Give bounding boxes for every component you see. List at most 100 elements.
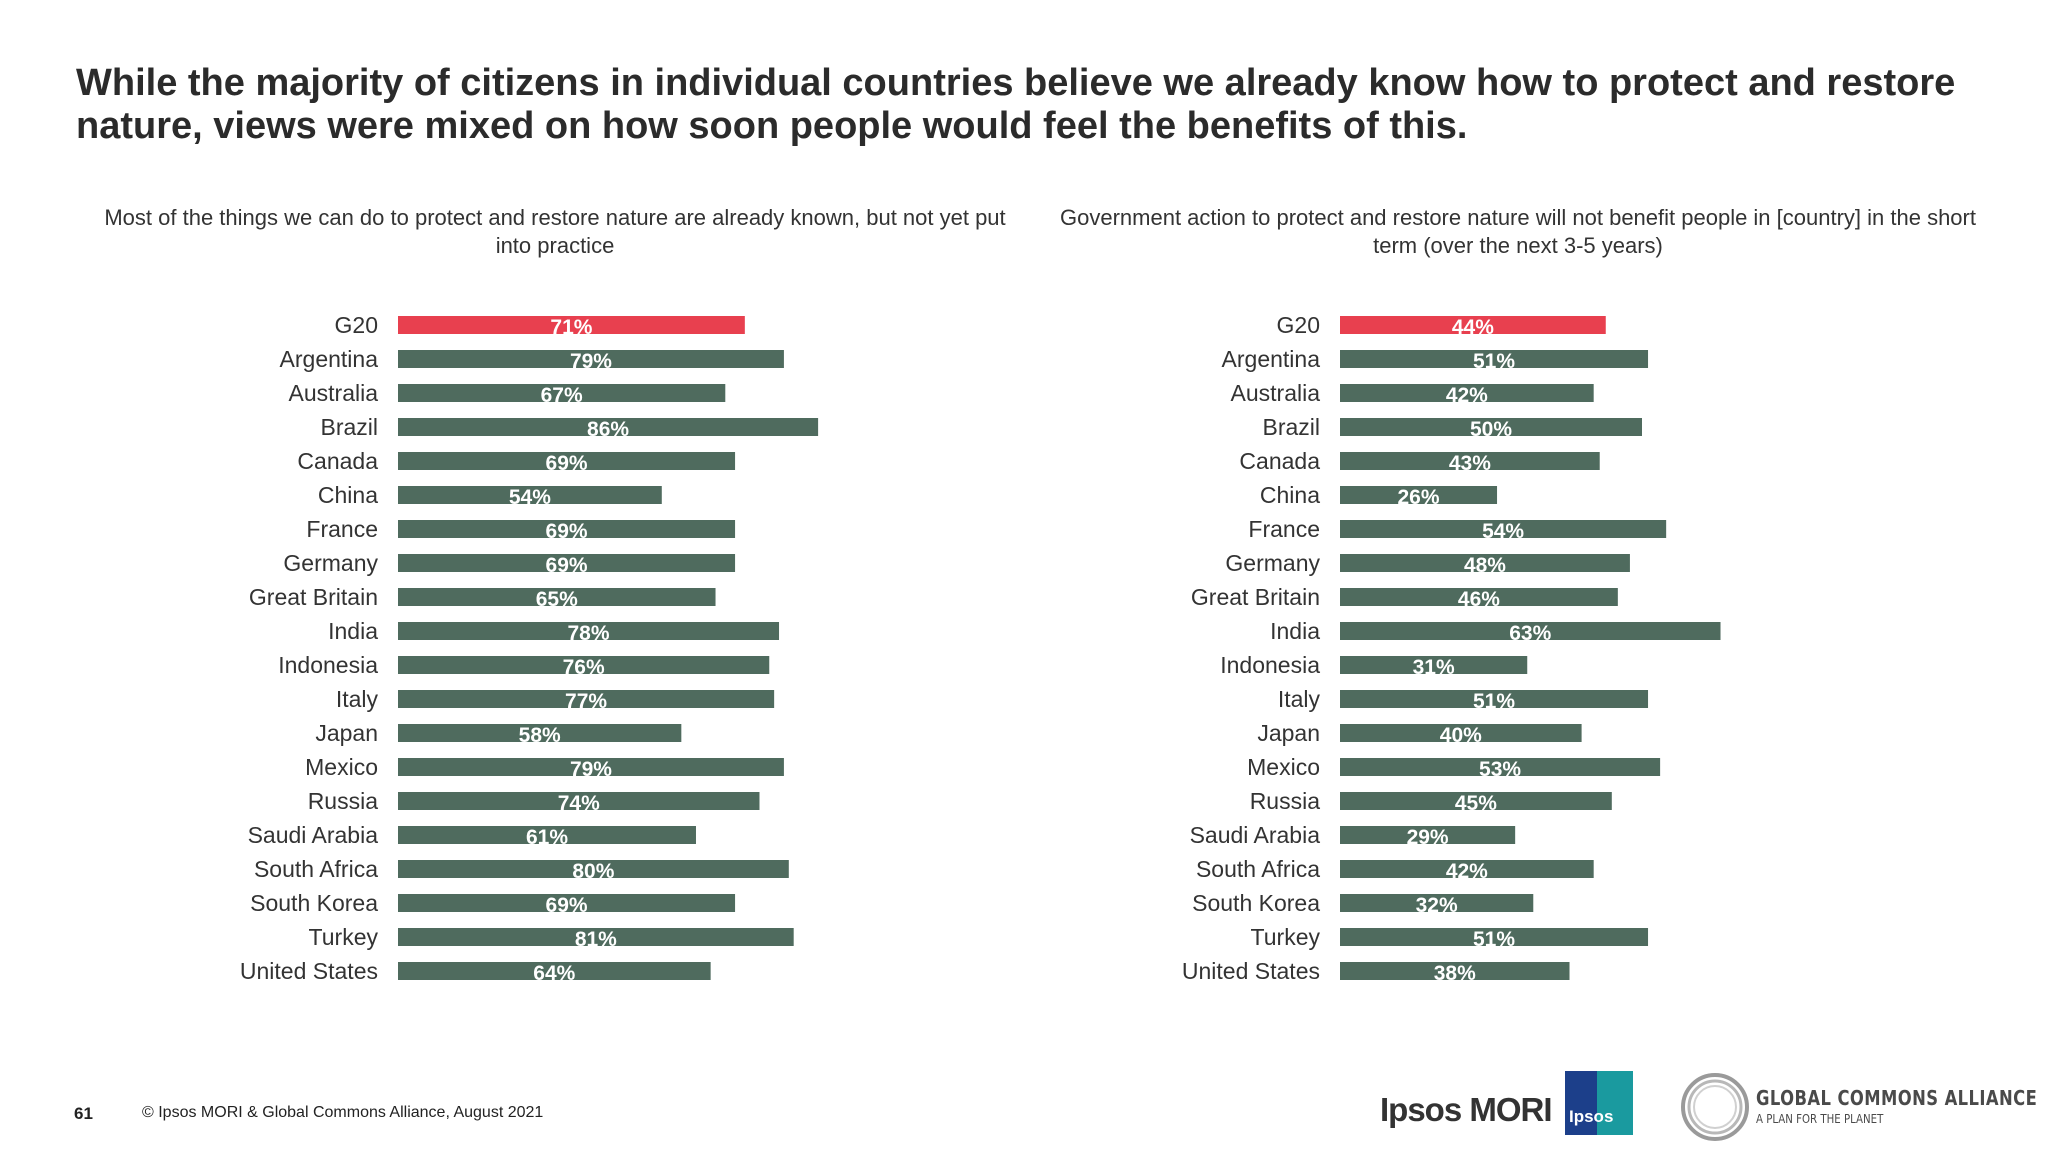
bar-value-label: 54% [509, 486, 551, 509]
bar-value-label: 42% [1446, 384, 1488, 407]
category-label: France [1248, 516, 1320, 542]
category-label: Turkey [309, 924, 379, 950]
bar-value-label: 51% [1473, 350, 1515, 373]
category-label: Brazil [320, 414, 378, 440]
category-label: Saudi Arabia [1190, 822, 1321, 848]
bar-value-label: 77% [565, 690, 607, 713]
bar [398, 962, 711, 980]
category-label: Russia [1250, 788, 1321, 814]
category-label: South Africa [254, 856, 378, 882]
category-label: United States [240, 958, 378, 984]
chart-right: Government action to protect and restore… [1030, 0, 2040, 1152]
category-label: Canada [297, 448, 378, 474]
bar [398, 928, 794, 946]
bar [1340, 792, 1612, 810]
category-label: Japan [1257, 720, 1320, 746]
bar-value-label: 51% [1473, 690, 1515, 713]
bar-value-label: 78% [567, 622, 609, 645]
bar-value-label: 44% [1452, 316, 1494, 339]
category-label: Italy [336, 686, 379, 712]
category-label: South Korea [1192, 890, 1320, 916]
category-label: Brazil [1262, 414, 1320, 440]
category-label: Canada [1239, 448, 1320, 474]
bar [398, 860, 789, 878]
category-label: Argentina [280, 346, 379, 372]
bar [1340, 690, 1649, 708]
bar [398, 622, 780, 640]
bar-value-label: 54% [1482, 520, 1524, 543]
bar [1340, 656, 1528, 674]
bar-highlight [398, 316, 745, 334]
category-label: India [1270, 618, 1320, 644]
category-label: China [1260, 482, 1320, 508]
bar-value-label: 67% [541, 384, 583, 407]
bar-value-label: 43% [1449, 452, 1491, 475]
chart-right-subtitle: Government action to protect and restore… [1060, 205, 1976, 258]
bar [1340, 622, 1721, 640]
gca-circle-icon [1681, 1073, 1749, 1141]
bar-value-label: 29% [1407, 826, 1449, 849]
bar-value-label: 26% [1398, 486, 1440, 509]
category-label: Australia [1231, 380, 1321, 406]
bar-value-label: 40% [1440, 724, 1482, 747]
bar-value-label: 86% [587, 418, 629, 441]
bar-value-label: 42% [1446, 860, 1488, 883]
category-label: Mexico [305, 754, 378, 780]
gca-name: GLOBAL COMMONS ALLIANCE [1756, 1086, 2038, 1110]
bar [1340, 588, 1618, 606]
bar-value-label: 79% [570, 350, 612, 373]
bar-value-label: 79% [570, 758, 612, 781]
bar [1340, 418, 1642, 436]
bar [398, 894, 736, 912]
bar [398, 690, 775, 708]
bar [398, 520, 736, 538]
bar-value-label: 63% [1509, 622, 1551, 645]
bar [398, 826, 696, 844]
category-label: Turkey [1251, 924, 1321, 950]
bar [1340, 928, 1649, 946]
copyright-text: © Ipsos MORI & Global Commons Alliance, … [142, 1104, 544, 1121]
bar-value-label: 71% [550, 316, 592, 339]
chart-left-plot: G20 71% Argentina 79% Australia 67% Brazil 86% C… [240, 312, 819, 985]
ipsos-badge-logo: Ipsos [1565, 1071, 1633, 1135]
bar [398, 486, 662, 504]
bar [1340, 452, 1600, 470]
bar [1340, 486, 1498, 504]
bar-value-label: 31% [1413, 656, 1455, 679]
bar [398, 384, 726, 402]
bar-value-label: 69% [546, 452, 588, 475]
bar-value-label: 76% [563, 656, 605, 679]
bar-value-label: 50% [1470, 418, 1512, 441]
category-label: Germany [1225, 550, 1320, 576]
bar-value-label: 51% [1473, 928, 1515, 951]
category-label: Australia [289, 380, 379, 406]
bar-value-label: 32% [1416, 894, 1458, 917]
category-label: Great Britain [249, 584, 378, 610]
category-label: Germany [283, 550, 378, 576]
category-label: Mexico [1247, 754, 1320, 780]
category-label: Argentina [1222, 346, 1321, 372]
gca-tagline: A PLAN FOR THE PLANET [1756, 1112, 1884, 1126]
category-label: G20 [335, 312, 378, 338]
bar-value-label: 81% [575, 928, 617, 951]
category-label: Great Britain [1191, 584, 1320, 610]
category-label: South Korea [250, 890, 378, 916]
bar-highlight [1340, 316, 1606, 334]
chart-left-subtitle: Most of the things we can do to protect … [104, 205, 1006, 258]
chart-right-plot: G20 44% Argentina 51% Australia 42% Brazil 50% C… [1182, 312, 1721, 985]
bar-value-label: 48% [1464, 554, 1506, 577]
bar-value-label: 45% [1455, 792, 1497, 815]
category-label: Indonesia [278, 652, 378, 678]
bar-value-label: 65% [536, 588, 578, 611]
category-label: France [306, 516, 378, 542]
category-label: Italy [1278, 686, 1321, 712]
bar [1340, 826, 1516, 844]
bar-value-label: 69% [546, 894, 588, 917]
chart-left: Most of the things we can do to protect … [0, 0, 1020, 1152]
category-label: Japan [315, 720, 378, 746]
category-label: G20 [1277, 312, 1320, 338]
page-number: 61 [74, 1104, 93, 1123]
bar-value-label: 74% [558, 792, 600, 815]
ipsos-badge-panel [1565, 1071, 1597, 1135]
bar [1340, 554, 1630, 572]
